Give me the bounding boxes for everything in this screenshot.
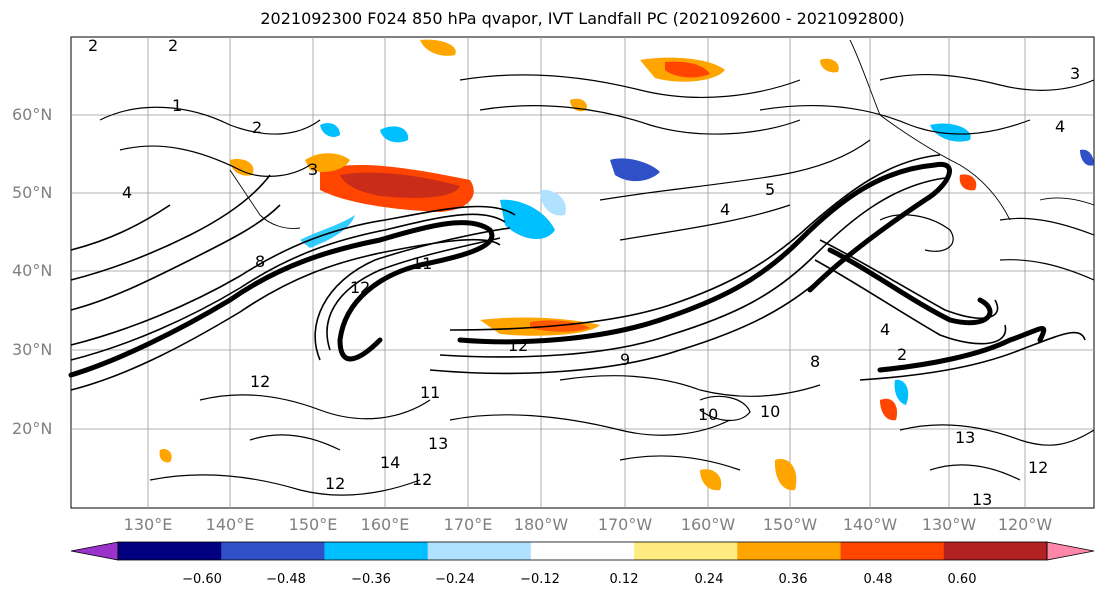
plot-title: 2021092300 F024 850 hPa qvapor, IVT Land… — [260, 9, 905, 28]
background-contours — [99, 73, 1095, 496]
colorbar-tick: −0.48 — [266, 572, 306, 587]
lat-label-40n: 40°N — [12, 261, 53, 280]
colorbar-segment — [840, 542, 945, 560]
colorbar-segment — [427, 542, 532, 560]
colorbar-segment — [634, 542, 738, 560]
colorbar-tick: 0.48 — [863, 572, 893, 587]
lon-label-160e: 160°E — [360, 515, 410, 534]
colorbar-frame — [117, 541, 1048, 561]
colorbar-tick: −0.12 — [520, 572, 560, 587]
lon-label-150w: 150°W — [762, 515, 818, 534]
lon-label-140w: 140°W — [842, 515, 898, 534]
colorbar-segment — [737, 542, 842, 560]
lat-label-20n: 20°N — [12, 419, 53, 438]
colorbar-tick: −0.24 — [435, 572, 475, 587]
lon-label-170e: 170°E — [443, 515, 493, 534]
colorbar-segment — [118, 542, 222, 560]
lon-label-180w: 180°W — [513, 515, 569, 534]
lat-label-50n: 50°N — [12, 183, 53, 202]
lon-label-160w: 160°W — [680, 515, 736, 534]
colorbar-tick: 0.36 — [778, 572, 808, 587]
coastlines — [229, 39, 1095, 229]
lon-label-170w: 170°W — [597, 515, 653, 534]
ivt-contour-family — [70, 154, 1086, 391]
lon-label-140e: 140°E — [205, 515, 255, 534]
ivt-contours — [68, 161, 1047, 378]
colorbar-segment — [221, 542, 325, 560]
colorbar-segment — [324, 542, 429, 560]
lon-label-150e: 150°E — [288, 515, 338, 534]
lat-label-60n: 60°N — [12, 105, 53, 124]
lon-label-120w: 120°W — [997, 515, 1053, 534]
lon-label-130w: 130°W — [921, 515, 977, 534]
colorbar-segment — [943, 542, 1048, 560]
colorbar-arrow-right-icon — [1046, 541, 1095, 561]
lat-label-30n: 30°N — [12, 340, 53, 359]
colorbar-tick: −0.36 — [351, 572, 391, 587]
lon-label-130e: 130°E — [123, 515, 173, 534]
map-frame — [70, 36, 1095, 509]
colorbar-segment — [530, 542, 635, 560]
colorbar — [70, 541, 1095, 561]
colorbar-tick: 0.60 — [947, 572, 977, 587]
colorbar-arrow-left-icon — [70, 541, 119, 561]
colorbar-tick: 0.24 — [694, 572, 724, 587]
qvapor-shading — [159, 39, 1094, 491]
colorbar-tick: 0.12 — [609, 572, 639, 587]
colorbar-tick: −0.60 — [182, 572, 222, 587]
